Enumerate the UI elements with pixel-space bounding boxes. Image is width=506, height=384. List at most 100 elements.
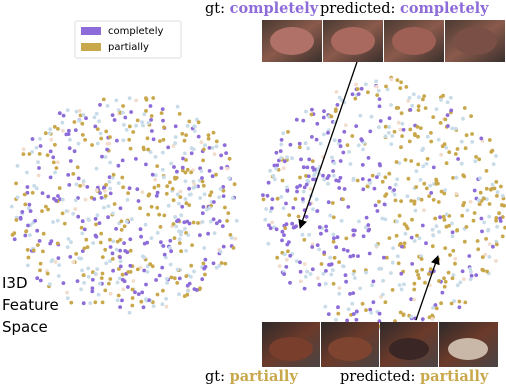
point <box>78 184 82 188</box>
point <box>150 129 154 133</box>
point <box>285 189 290 193</box>
point <box>118 264 123 269</box>
point <box>77 118 82 123</box>
point <box>416 162 421 167</box>
point <box>444 145 449 150</box>
point <box>111 211 115 216</box>
point <box>291 206 296 210</box>
point <box>389 142 394 147</box>
point <box>28 233 32 238</box>
point <box>300 232 305 237</box>
point <box>431 198 436 202</box>
point <box>283 226 288 231</box>
point <box>330 201 335 205</box>
point <box>164 277 169 281</box>
point <box>324 269 328 273</box>
point <box>365 184 370 189</box>
point <box>341 247 346 252</box>
point <box>53 170 57 175</box>
point <box>95 267 100 271</box>
point <box>330 268 335 272</box>
point <box>387 236 392 241</box>
legend-swatch <box>81 27 101 35</box>
point <box>126 285 130 289</box>
point <box>322 132 326 137</box>
point <box>407 96 412 100</box>
point <box>449 108 454 113</box>
point <box>159 111 164 115</box>
point <box>151 304 156 308</box>
point <box>453 152 458 156</box>
point <box>217 219 222 224</box>
point <box>453 126 458 131</box>
point <box>338 159 343 163</box>
point <box>182 294 187 298</box>
point <box>175 281 180 285</box>
point <box>43 131 48 136</box>
point <box>104 129 109 134</box>
point <box>115 239 120 244</box>
point <box>332 138 337 143</box>
point <box>85 185 90 189</box>
point <box>76 141 81 146</box>
point <box>449 301 454 306</box>
point <box>387 171 392 176</box>
point <box>450 230 455 235</box>
point <box>9 204 14 209</box>
point <box>366 228 371 233</box>
point <box>185 167 190 172</box>
point <box>310 245 315 249</box>
point <box>499 184 503 189</box>
point <box>393 182 398 187</box>
point <box>171 144 176 148</box>
point <box>343 273 348 278</box>
point <box>126 191 130 196</box>
point <box>355 178 360 183</box>
point <box>318 141 323 146</box>
point <box>387 116 392 121</box>
point <box>394 106 399 110</box>
point <box>160 302 165 307</box>
point <box>155 190 160 195</box>
point <box>65 290 69 295</box>
point <box>108 259 112 263</box>
point <box>430 227 435 232</box>
point <box>495 224 499 229</box>
point <box>120 110 125 115</box>
point <box>422 94 427 98</box>
point <box>140 290 145 295</box>
point <box>470 132 474 136</box>
point <box>298 183 302 188</box>
point <box>189 151 194 156</box>
point <box>453 256 458 261</box>
point <box>106 215 110 220</box>
point <box>484 169 489 173</box>
point <box>398 127 403 132</box>
point <box>364 215 369 220</box>
point <box>439 301 443 306</box>
point <box>172 165 176 169</box>
point <box>434 224 439 229</box>
point <box>189 263 194 268</box>
point <box>77 256 82 261</box>
point <box>90 143 94 147</box>
point <box>436 261 440 266</box>
point <box>470 140 475 144</box>
point <box>455 283 460 288</box>
point <box>151 137 156 142</box>
point <box>116 293 121 298</box>
point <box>122 123 126 127</box>
point <box>265 193 270 198</box>
point <box>135 187 140 192</box>
point <box>412 239 417 243</box>
point <box>477 202 482 207</box>
point <box>184 133 189 138</box>
point <box>450 221 454 226</box>
point <box>192 269 196 274</box>
point <box>102 205 106 210</box>
point <box>490 182 495 187</box>
point <box>71 211 75 216</box>
point <box>190 243 195 248</box>
point <box>134 98 139 103</box>
point <box>81 273 86 278</box>
